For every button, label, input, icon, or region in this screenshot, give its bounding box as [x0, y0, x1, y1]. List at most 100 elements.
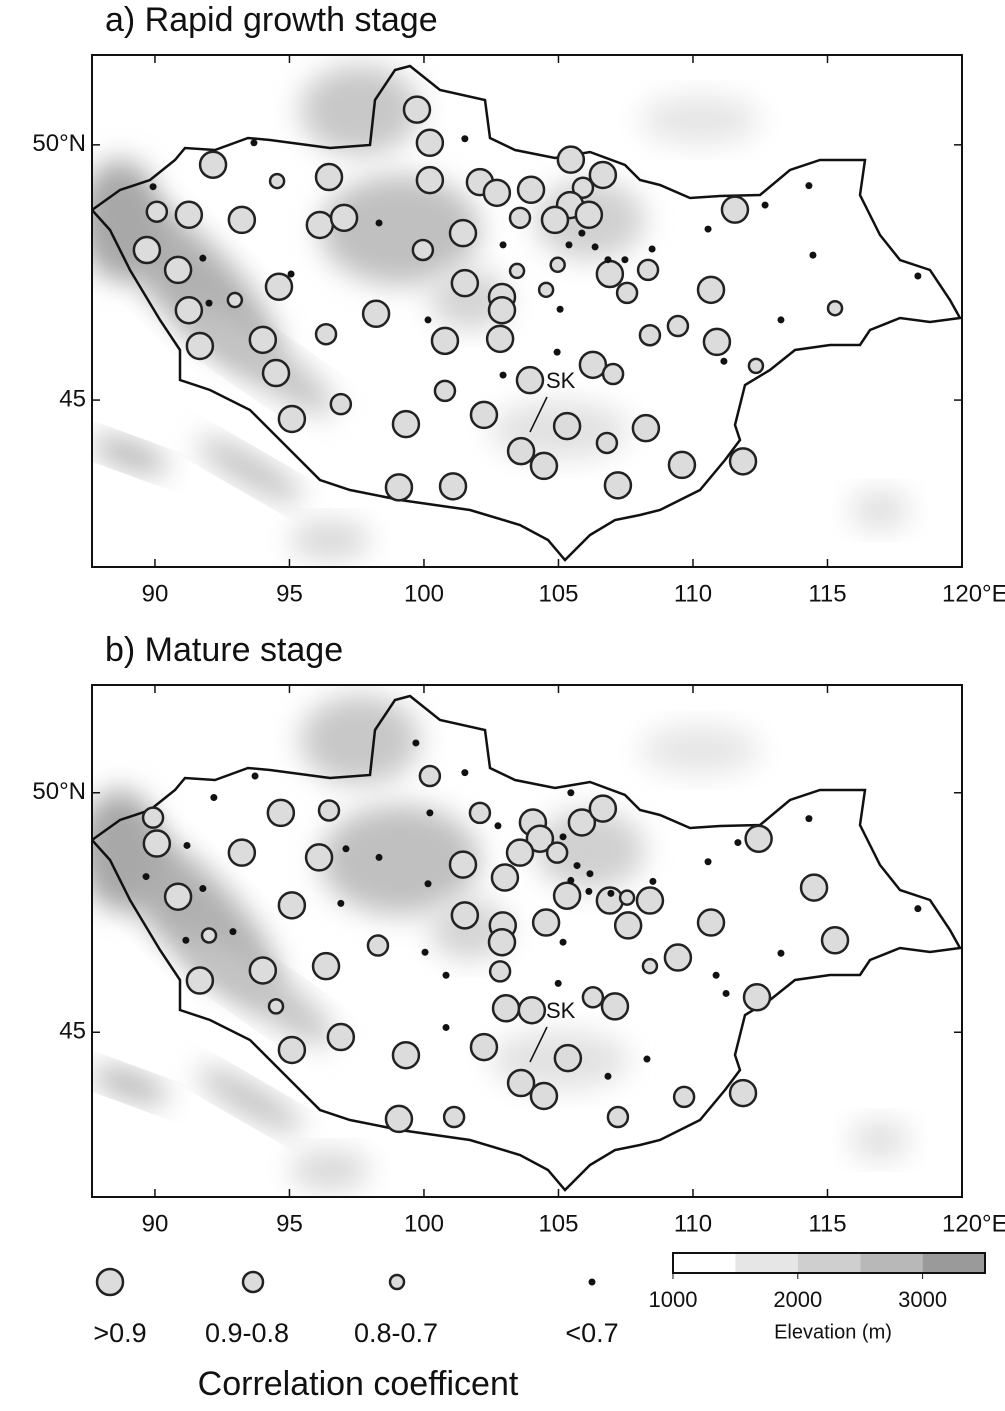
station	[605, 472, 631, 498]
elevation-shading	[640, 95, 760, 145]
station	[531, 453, 557, 479]
elevation-shading	[88, 1060, 171, 1110]
elevation-shading	[191, 428, 309, 512]
station	[604, 1073, 611, 1080]
station	[567, 877, 574, 884]
station	[279, 406, 305, 432]
station	[342, 845, 349, 852]
station	[229, 207, 255, 233]
x-tick-label: 100	[404, 1210, 444, 1237]
station	[597, 261, 623, 287]
station	[200, 152, 226, 178]
station	[461, 135, 468, 142]
station	[316, 164, 342, 190]
station	[494, 822, 501, 829]
station	[435, 381, 455, 401]
annotation: SK	[546, 998, 576, 1023]
legend-label: 0.8-0.7	[354, 1318, 438, 1348]
station	[507, 840, 533, 866]
station	[440, 473, 466, 499]
station	[557, 306, 564, 313]
station	[426, 809, 433, 816]
station	[555, 1045, 581, 1071]
station	[633, 415, 659, 441]
station	[602, 993, 628, 1019]
elevation-shading	[88, 430, 171, 480]
station	[150, 183, 157, 190]
station	[547, 843, 567, 863]
station	[484, 180, 510, 206]
station	[730, 1080, 756, 1106]
station	[730, 448, 756, 474]
station	[263, 360, 289, 386]
station	[649, 245, 656, 252]
station	[450, 220, 476, 246]
station	[508, 1070, 534, 1096]
station	[471, 1034, 497, 1060]
x-tick-label: 90	[142, 1210, 169, 1237]
station	[269, 999, 283, 1013]
station	[533, 910, 559, 936]
station	[578, 230, 585, 237]
elevation-shading	[191, 1058, 309, 1142]
elevation-shading	[850, 490, 910, 530]
station	[452, 902, 478, 928]
colorbar-tick-label: 1000	[649, 1287, 698, 1312]
station	[376, 854, 383, 861]
station	[420, 766, 440, 786]
station	[586, 870, 593, 877]
station	[182, 937, 189, 944]
station	[404, 97, 430, 123]
station	[720, 358, 727, 365]
station	[674, 1087, 694, 1107]
station	[279, 892, 305, 918]
colorbar-bin	[798, 1253, 860, 1273]
station	[762, 202, 769, 209]
station	[176, 297, 202, 323]
station	[143, 873, 150, 880]
station	[604, 256, 611, 263]
station	[576, 202, 602, 228]
station	[621, 256, 628, 263]
x-tick-label: 120°E	[942, 1210, 1005, 1237]
station	[210, 794, 217, 801]
station	[744, 984, 770, 1010]
station	[425, 316, 432, 323]
elevation-shading	[640, 725, 760, 775]
station	[722, 197, 748, 223]
elevation-shading	[290, 1150, 370, 1190]
station	[560, 833, 567, 840]
station	[306, 844, 332, 870]
station	[331, 394, 351, 414]
x-tick-label: 115	[808, 580, 846, 607]
station	[228, 293, 242, 307]
station	[368, 936, 388, 956]
station	[519, 997, 545, 1023]
station	[176, 202, 202, 228]
station	[597, 433, 617, 453]
station	[734, 839, 741, 846]
elevation-shading	[850, 1120, 910, 1160]
station	[805, 182, 812, 189]
station	[202, 928, 216, 942]
elevation-shading	[300, 65, 420, 155]
station	[828, 301, 842, 315]
legend-symbol	[390, 1275, 404, 1289]
station	[307, 212, 333, 238]
station	[413, 240, 433, 260]
x-tick-label: 105	[538, 580, 578, 607]
station	[665, 945, 691, 971]
station	[558, 147, 584, 173]
station	[199, 255, 206, 262]
station	[617, 283, 637, 303]
legend-symbol	[97, 1269, 123, 1295]
x-tick-label: 95	[276, 580, 303, 607]
station	[698, 910, 724, 936]
station	[288, 270, 295, 277]
station	[809, 252, 816, 259]
station	[492, 865, 518, 891]
station	[649, 878, 656, 885]
station	[603, 364, 623, 384]
station	[551, 258, 565, 272]
station	[640, 325, 660, 345]
